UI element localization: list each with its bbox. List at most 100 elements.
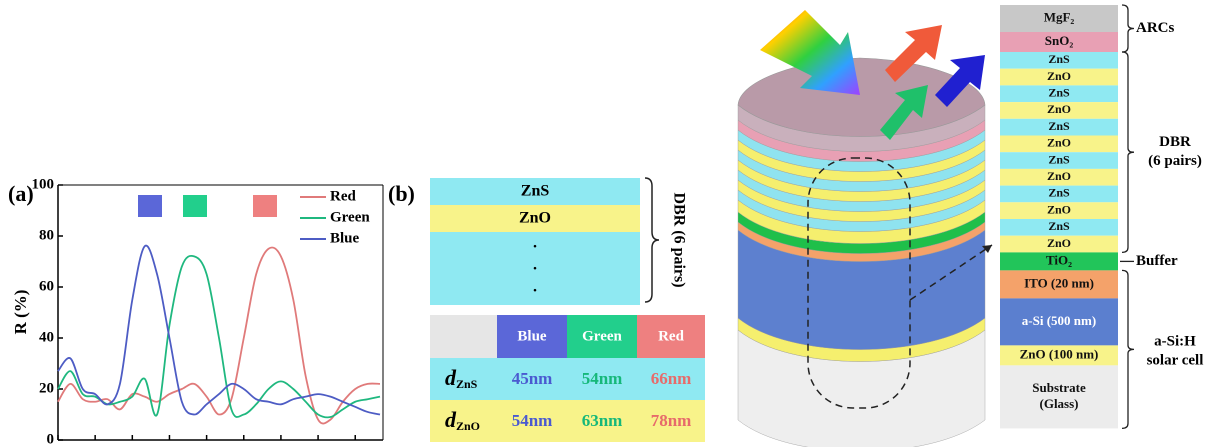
stack-layer: [1000, 135, 1118, 153]
stack-layer: [1000, 32, 1118, 52]
zns-layer: [430, 178, 640, 205]
panel-b: (b) ZnS ZnO . . . DBR (6 pairs): [388, 177, 687, 305]
layer-label: ZnS: [521, 183, 550, 200]
layer-label: MgF₂: [1044, 9, 1075, 24]
layer-label: ZnO: [1047, 202, 1071, 216]
layer-label: ZnS: [1048, 86, 1070, 100]
layer-label: Substrate: [1032, 380, 1086, 395]
layer-label: ZnS: [1048, 52, 1070, 66]
zno-layer: [430, 205, 640, 232]
header-cell: [430, 315, 497, 358]
row-label: dZnS: [445, 365, 478, 391]
cell: 54nm: [512, 411, 553, 430]
bracket: [1121, 51, 1135, 254]
layer-label: ZnS: [1048, 186, 1070, 200]
symbol: d: [445, 365, 457, 390]
device-3d: [737, 57, 986, 447]
stack-layer: [1000, 219, 1118, 236]
cell: 66nm: [651, 369, 692, 388]
ellipsis: .: [533, 257, 537, 274]
group-label: DBR: [1159, 134, 1191, 150]
legend-label: Blue: [330, 230, 360, 246]
stack-layer: [1000, 152, 1118, 169]
layer-label: ZnO: [519, 210, 551, 227]
zoom-box: [807, 157, 911, 409]
panel-label: (b): [388, 181, 415, 206]
ellipsis: .: [533, 235, 537, 252]
stack-layer: [1000, 52, 1118, 69]
layer-label: ZnO: [1047, 102, 1071, 116]
red-arrow: [885, 25, 942, 82]
layer-label: ZnO: [1047, 236, 1071, 250]
stack-layer: [1000, 68, 1118, 86]
bracket: [1121, 269, 1135, 430]
stack-layer: [1000, 202, 1118, 219]
blue-arrow: [935, 55, 985, 107]
layer-label: ZnS: [1048, 152, 1070, 166]
header-cell: [567, 315, 637, 358]
y-axis-label: R (%): [11, 290, 30, 335]
header-label: Green: [582, 328, 622, 344]
y-tick-label: 20: [39, 380, 54, 396]
layer-label: (Glass): [1040, 396, 1079, 411]
header-cell: [497, 315, 567, 358]
group-label: Buffer: [1136, 253, 1178, 269]
header-label: Blue: [517, 328, 547, 344]
subscript: ZnS: [456, 377, 478, 391]
layer-label: ZnO: [1047, 69, 1071, 83]
layer-label: a-Si (500 nm): [1022, 313, 1096, 328]
bracket: [644, 177, 660, 303]
layer-stack: MgF₂ SnO₂ ZnS ZnO ZnS ZnO ZnS ZnO ZnS ZnO ZnS ZnO Zn…: [1000, 4, 1204, 430]
layer-label: TiO₂: [1046, 252, 1072, 267]
layer-label: ZnS: [1048, 219, 1070, 233]
layer-label: ITO (20 nm): [1024, 275, 1094, 290]
layer-label: ZnO: [1047, 136, 1071, 150]
subscript: ZnO: [456, 419, 480, 433]
group-label: ARCs: [1136, 20, 1174, 36]
stack-layer: [1000, 5, 1118, 32]
y-tick-label: 80: [39, 227, 54, 243]
chart-a: (a) R (%) 0 20 40 60 80 100 Red Green Blue: [8, 176, 384, 447]
group-label: (6 pairs): [1148, 153, 1202, 169]
layer-label: SnO₂: [1045, 33, 1074, 48]
stack-layer: [1000, 168, 1118, 186]
cell: 63nm: [582, 411, 623, 430]
legend-label: Red: [330, 188, 356, 204]
green-arrow: [880, 85, 928, 140]
panel-label: (a): [8, 181, 34, 206]
cell: 54nm: [582, 369, 623, 388]
line-series: [57, 244, 381, 416]
group-label: solar cell: [1147, 352, 1204, 368]
color-swatch: [253, 195, 277, 217]
incident-light: [760, 10, 860, 95]
bracket: [1121, 4, 1135, 53]
header-label: Red: [658, 328, 684, 344]
zoom-arrowhead: [982, 245, 992, 253]
y-tick-label: 60: [39, 278, 54, 294]
legend-label: Green: [330, 209, 370, 225]
stack-layer: [1000, 345, 1118, 366]
color-swatch: [183, 195, 207, 217]
stack-layer: [1000, 102, 1118, 119]
layer-label: ZnS: [1048, 119, 1070, 133]
color-swatch: [138, 195, 162, 217]
row-background: [430, 400, 705, 442]
line-series: [57, 254, 381, 419]
stack-layer: [1000, 252, 1118, 271]
stack-layer: [1000, 235, 1118, 253]
y-tick-label: 100: [32, 176, 55, 192]
zns-layer: [430, 232, 640, 305]
stack-layer: [1000, 118, 1118, 136]
stack-layer: [1000, 298, 1118, 346]
group-label: a-Si:H: [1154, 333, 1196, 349]
row-label: dZnO: [445, 407, 480, 433]
layer-label: ZnO: [1047, 169, 1071, 183]
y-tick-label: 0: [47, 431, 55, 447]
zoom-line: [909, 244, 993, 301]
stack-layer: [1000, 185, 1118, 203]
symbol: d: [445, 407, 457, 432]
layer-label: ZnO (100 nm): [1020, 346, 1099, 361]
ellipsis: .: [533, 279, 537, 296]
